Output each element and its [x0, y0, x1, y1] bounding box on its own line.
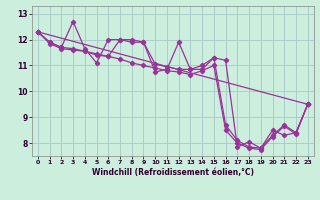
X-axis label: Windchill (Refroidissement éolien,°C): Windchill (Refroidissement éolien,°C) — [92, 168, 254, 177]
